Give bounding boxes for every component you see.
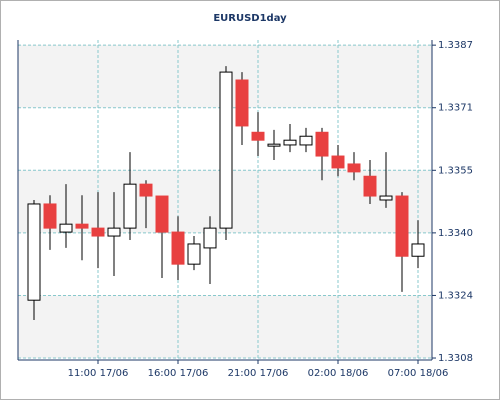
candle-body: [27, 203, 41, 301]
candle-body: [123, 183, 137, 229]
candle-body: [235, 79, 249, 127]
x-tick-label: 16:00 17/06: [148, 368, 209, 379]
y-tick-label: 1.3324: [438, 290, 473, 301]
candle-body: [267, 143, 281, 147]
candle-body: [395, 195, 409, 257]
candle-body: [155, 195, 169, 233]
candle-body: [315, 131, 329, 157]
candle-body: [411, 243, 425, 257]
candle-body: [283, 139, 297, 146]
candle-body: [299, 135, 313, 146]
candle-body: [107, 227, 121, 237]
chart-title: EURUSD1day: [213, 13, 287, 24]
x-tick-label: 07:00 18/06: [388, 368, 449, 379]
candle-body: [331, 155, 345, 169]
x-tick-label: 11:00 17/06: [68, 368, 129, 379]
y-tick-label: 1.3308: [438, 353, 473, 364]
candle-body: [59, 223, 73, 233]
y-tick-label: 1.3371: [438, 103, 473, 114]
candle-body: [363, 175, 377, 197]
y-tick-label: 1.3340: [438, 228, 473, 239]
candle-body: [347, 163, 361, 173]
candle-body: [91, 227, 105, 237]
candle-body: [251, 131, 265, 141]
candle-body: [139, 183, 153, 197]
y-tick-label: 1.3387: [438, 40, 473, 51]
candle-body: [171, 231, 185, 265]
candle-body: [379, 195, 393, 201]
candle-body: [187, 243, 201, 265]
grid-band: [18, 295, 432, 359]
candle-body: [219, 71, 233, 229]
candle-body: [43, 203, 57, 229]
x-tick-label: 21:00 17/06: [228, 368, 289, 379]
y-tick-label: 1.3355: [438, 165, 473, 176]
candle-body: [203, 227, 217, 249]
candle-body: [75, 223, 89, 229]
x-tick-label: 02:00 18/06: [308, 368, 369, 379]
